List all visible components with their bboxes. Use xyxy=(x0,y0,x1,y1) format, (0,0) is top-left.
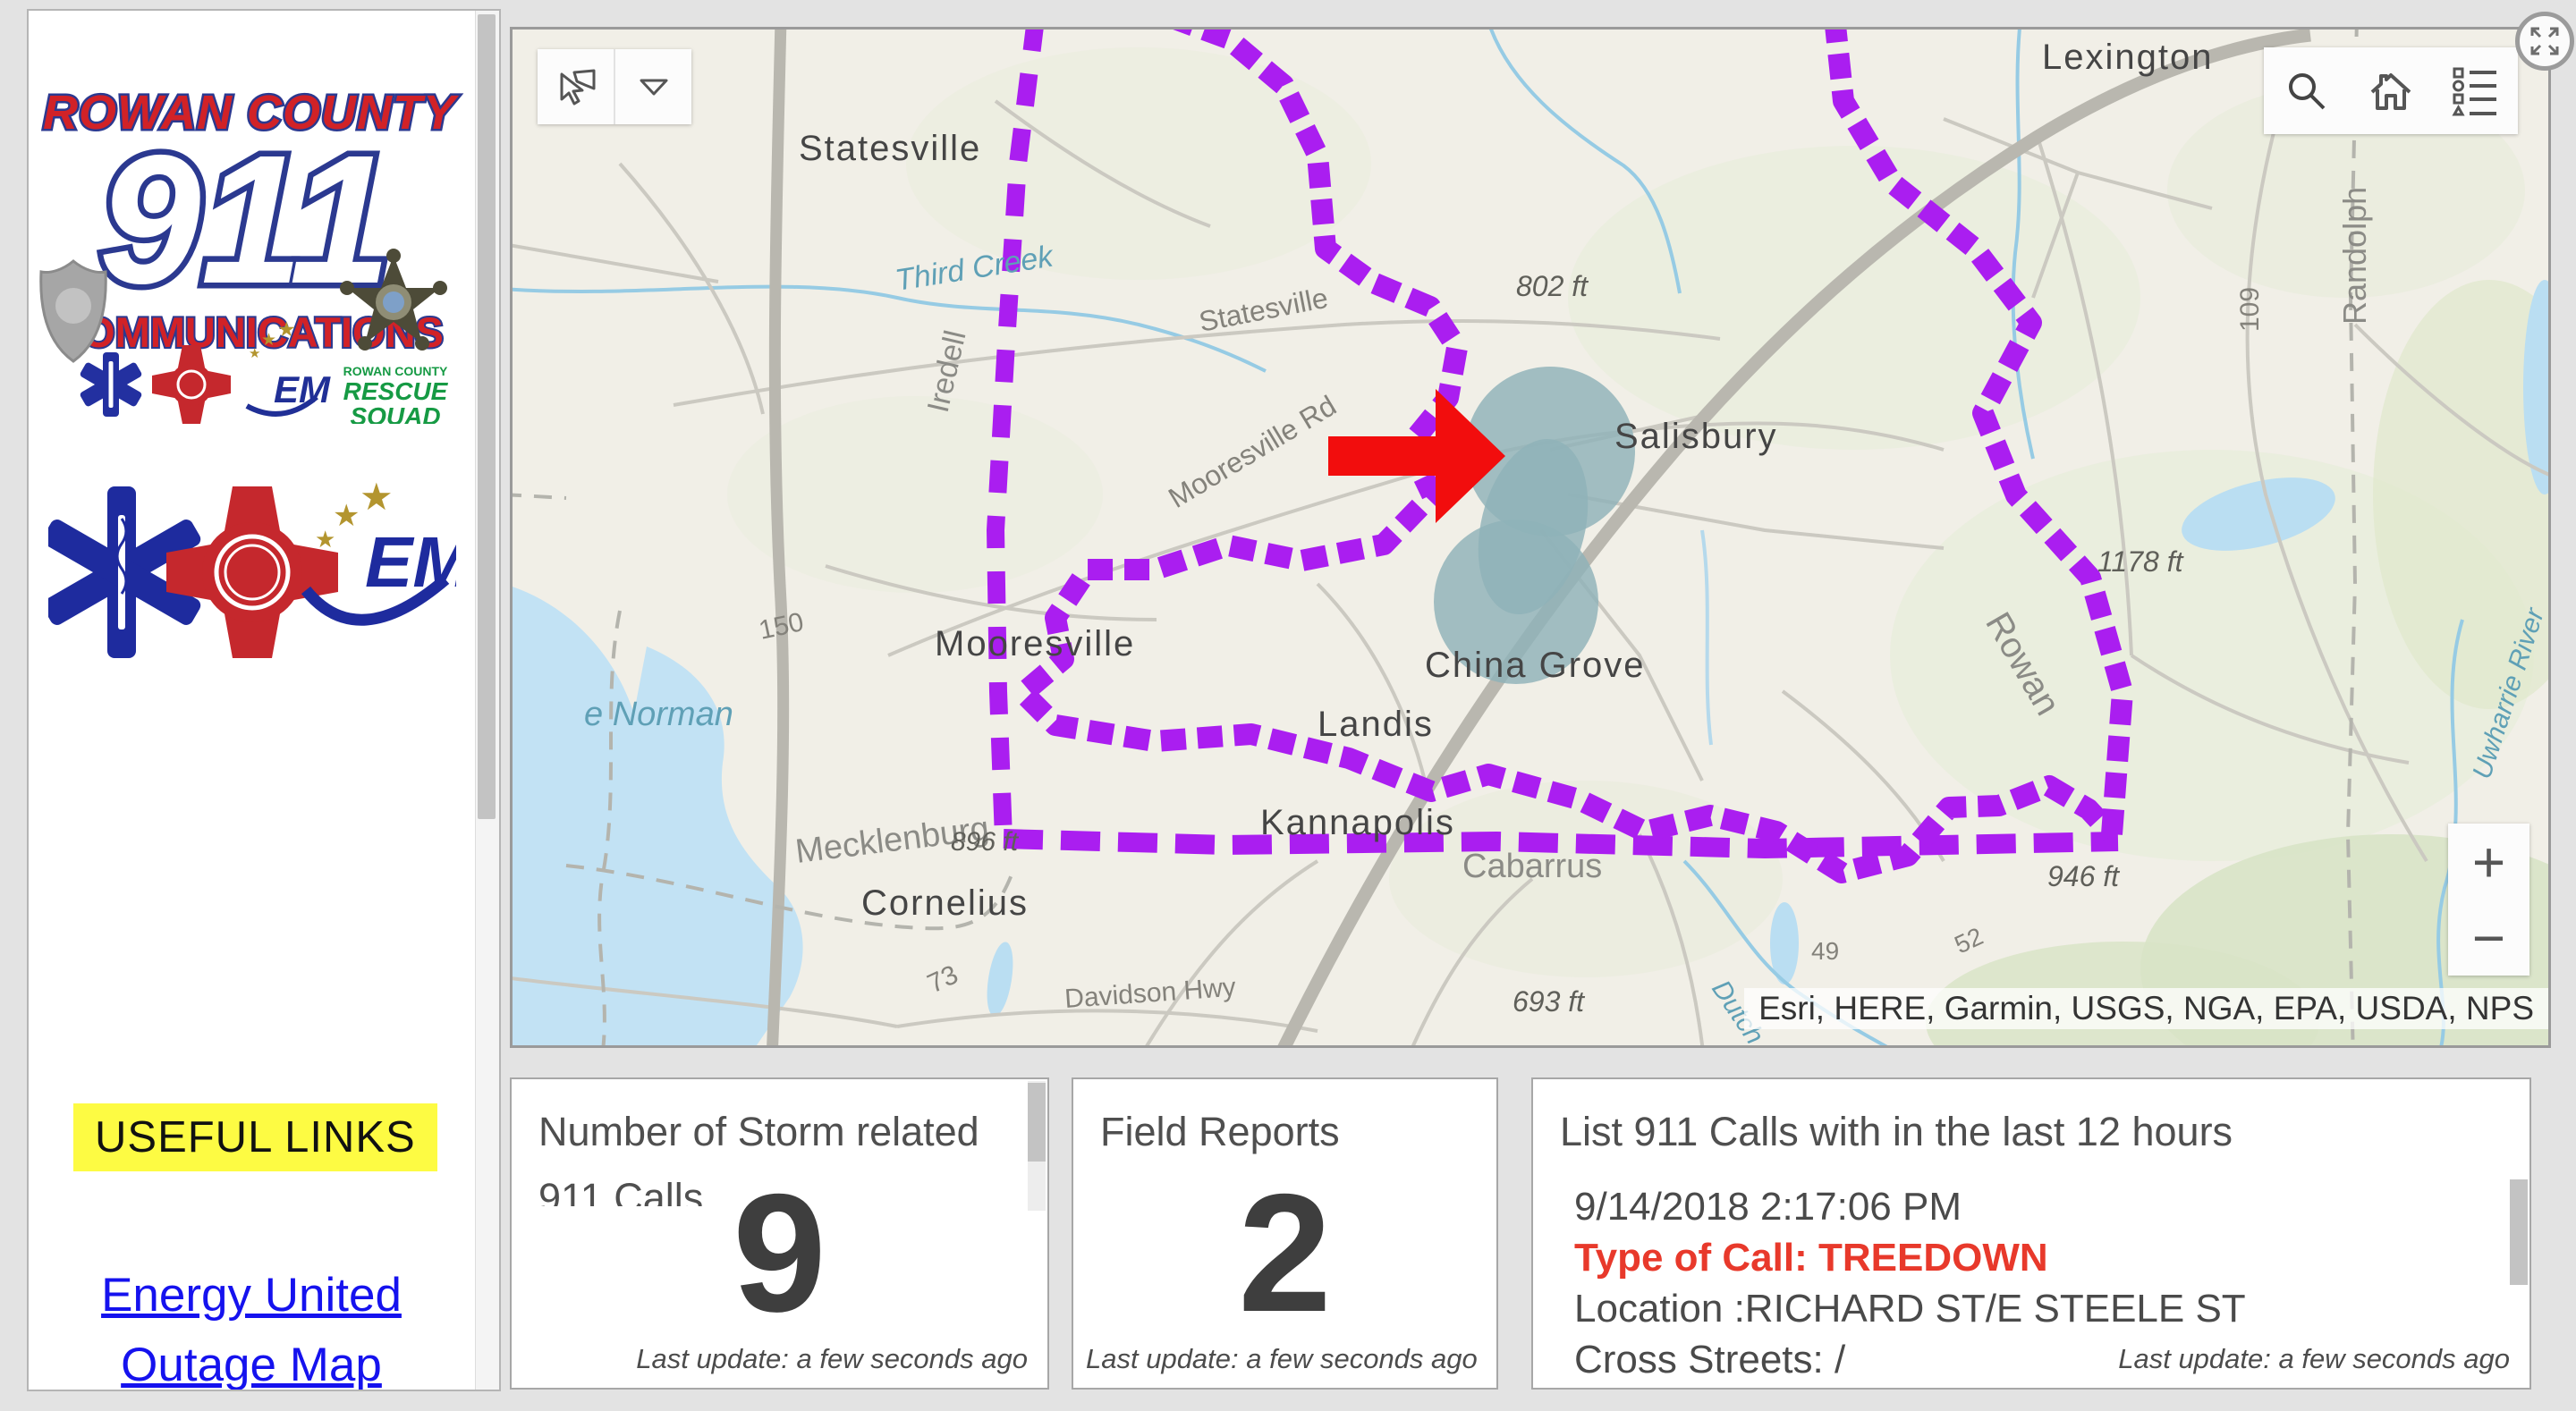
rescue-line3: SQUAD xyxy=(350,402,440,424)
legend-button[interactable] xyxy=(2433,47,2518,134)
home-icon xyxy=(2370,72,2411,110)
select-tool-icon xyxy=(560,69,595,106)
field-reports-card: Field Reports 2 Last update: a few secon… xyxy=(1072,1077,1498,1390)
minus-icon: − xyxy=(2471,905,2506,970)
map-label: 1178 ft xyxy=(2097,545,2184,578)
map-label: 109 xyxy=(2235,287,2265,332)
legend-icon xyxy=(2452,67,2497,115)
call-list-last-update: Last update: a few seconds ago xyxy=(2118,1343,2510,1374)
map-label: Mooresville xyxy=(935,624,1135,663)
roads-minor xyxy=(513,64,2548,1045)
search-icon xyxy=(2289,72,2326,109)
call-type: Type of Call: TREEDOWN xyxy=(1574,1236,2048,1280)
map-label: 802 ft xyxy=(1516,270,1589,302)
field-reports-last-update: Last update: a few seconds ago xyxy=(1086,1343,1478,1374)
storm-calls-value: 9 xyxy=(733,1159,826,1347)
star-icon: ★ xyxy=(360,476,394,518)
map-label: Kannapolis xyxy=(1260,803,1455,842)
field-reports-title: Field Reports xyxy=(1100,1109,1340,1154)
scrollbar-thumb[interactable] xyxy=(2510,1179,2528,1285)
fire-rescue-cross-icon xyxy=(166,486,338,658)
map-label: China Grove xyxy=(1425,646,1646,685)
star-icon: ★ xyxy=(277,317,296,341)
water-features xyxy=(513,30,2548,1045)
sidebar-scrollbar[interactable] xyxy=(475,11,499,1390)
star-icon: ★ xyxy=(333,499,360,533)
link-line1[interactable]: Energy United xyxy=(101,1269,402,1322)
storm-outline-purple xyxy=(987,30,2133,883)
call-list-card: List 911 Calls with in the last 12 hours… xyxy=(1531,1077,2531,1390)
call-cross-streets: Cross Streets: / xyxy=(1574,1338,1846,1381)
home-button[interactable] xyxy=(2349,47,2434,134)
useful-links-heading: USEFUL LINKS xyxy=(73,1103,437,1171)
map-label: Cabarrus xyxy=(1462,848,1602,885)
map-widget[interactable]: Statesville Third Creek Statesville 802 ft I… xyxy=(510,27,2551,1048)
zoom-control: + − xyxy=(2448,824,2529,976)
chevron-down-icon xyxy=(640,79,667,96)
zoom-in-button[interactable]: + xyxy=(2448,824,2529,900)
card-scrollbar[interactable] xyxy=(1028,1081,1046,1211)
rowan-county-911-logo: ROWAN COUNTY 911 COMMUNICATIONS xyxy=(39,84,461,424)
map-label: Cornelius xyxy=(861,883,1029,923)
map-label: Randolph xyxy=(2336,187,2373,325)
map-label: e Norman xyxy=(584,696,733,733)
star-icon: ★ xyxy=(249,346,260,361)
map-label: Salisbury xyxy=(1614,417,1778,456)
em-label: EM xyxy=(365,522,456,602)
county-boundaries-gray xyxy=(513,30,2359,1045)
energy-united-outage-map-link[interactable]: Energy United Outage Map xyxy=(29,1261,474,1391)
fullscreen-button[interactable] xyxy=(2515,12,2574,71)
call-list-title: List 911 Calls with in the last 12 hours xyxy=(1560,1109,2233,1154)
plus-icon: + xyxy=(2471,829,2506,894)
field-reports-value: 2 xyxy=(1238,1159,1332,1347)
select-tool-button[interactable] xyxy=(538,49,614,124)
star-of-life-icon xyxy=(48,486,201,658)
map-select-toolbar xyxy=(538,49,691,124)
map-label: Landis xyxy=(1318,705,1434,744)
map-label: 946 ft xyxy=(2047,860,2120,892)
star-icon: ★ xyxy=(315,526,335,553)
fullscreen-icon xyxy=(2530,27,2559,55)
storm-calls-card: Number of Storm related 911 Calls 9 Last… xyxy=(510,1077,1049,1390)
rescue-squad-logo: ROWAN COUNTY RESCUE SQUAD xyxy=(343,364,449,424)
map-tools-toolbar xyxy=(2264,47,2518,134)
storm-calls-title-line2: 911 Calls xyxy=(538,1175,704,1206)
search-button[interactable] xyxy=(2264,47,2349,134)
em-logo-large: ★ ★ ★ EM xyxy=(301,476,456,626)
select-tool-dropdown-button[interactable] xyxy=(614,49,691,124)
em-logo-small: ★ ★ ★ EM xyxy=(245,317,331,417)
terrain-shading xyxy=(727,47,2548,1045)
call-location: Location :RICHARD ST/E STEELE ST xyxy=(1574,1287,2246,1331)
police-badge-icon xyxy=(39,259,107,363)
map-label: Statesville xyxy=(799,129,981,168)
map-label: 693 ft xyxy=(1513,985,1585,1018)
star-icon: ★ xyxy=(261,331,276,350)
star-of-life-icon xyxy=(80,352,142,417)
zoom-out-button[interactable]: − xyxy=(2448,900,2529,976)
map-label: Lexington xyxy=(2042,38,2213,77)
call-list-entry: 9/14/2018 2:17:06 PM Type of Call: TREED… xyxy=(1533,1165,2529,1385)
em-label: EM xyxy=(274,368,331,410)
red-arrow-annotation xyxy=(1328,389,1505,523)
logo-line1: ROWAN COUNTY xyxy=(43,86,460,139)
call-cluster-blob xyxy=(1434,367,1635,684)
sheriff-star-icon xyxy=(340,249,447,351)
rescue-line1: ROWAN COUNTY xyxy=(343,364,448,378)
call-timestamp: 9/14/2018 2:17:06 PM xyxy=(1574,1185,1962,1229)
map-label: 49 xyxy=(1811,937,1839,965)
map-label: 896 ft xyxy=(951,827,1020,857)
scrollbar-thumb[interactable] xyxy=(478,14,496,819)
sidebar-panel: ROWAN COUNTY 911 COMMUNICATIONS xyxy=(27,9,501,1391)
map-attribution: Esri, HERE, Garmin, USGS, NGA, EPA, USDA… xyxy=(1744,988,2548,1029)
agency-logos-row: ★ ★ ★ EM xyxy=(48,476,456,658)
storm-calls-last-update: Last update: a few seconds ago xyxy=(636,1343,1028,1374)
storm-calls-title: Number of Storm related 911 Calls xyxy=(512,1079,1047,1206)
storm-calls-title-line1: Number of Storm related xyxy=(538,1109,979,1154)
link-line2[interactable]: Outage Map xyxy=(121,1339,382,1391)
scrollbar-thumb[interactable] xyxy=(1028,1083,1046,1162)
fire-rescue-cross-icon xyxy=(152,345,231,424)
rescue-line2: RESCUE xyxy=(343,377,449,405)
